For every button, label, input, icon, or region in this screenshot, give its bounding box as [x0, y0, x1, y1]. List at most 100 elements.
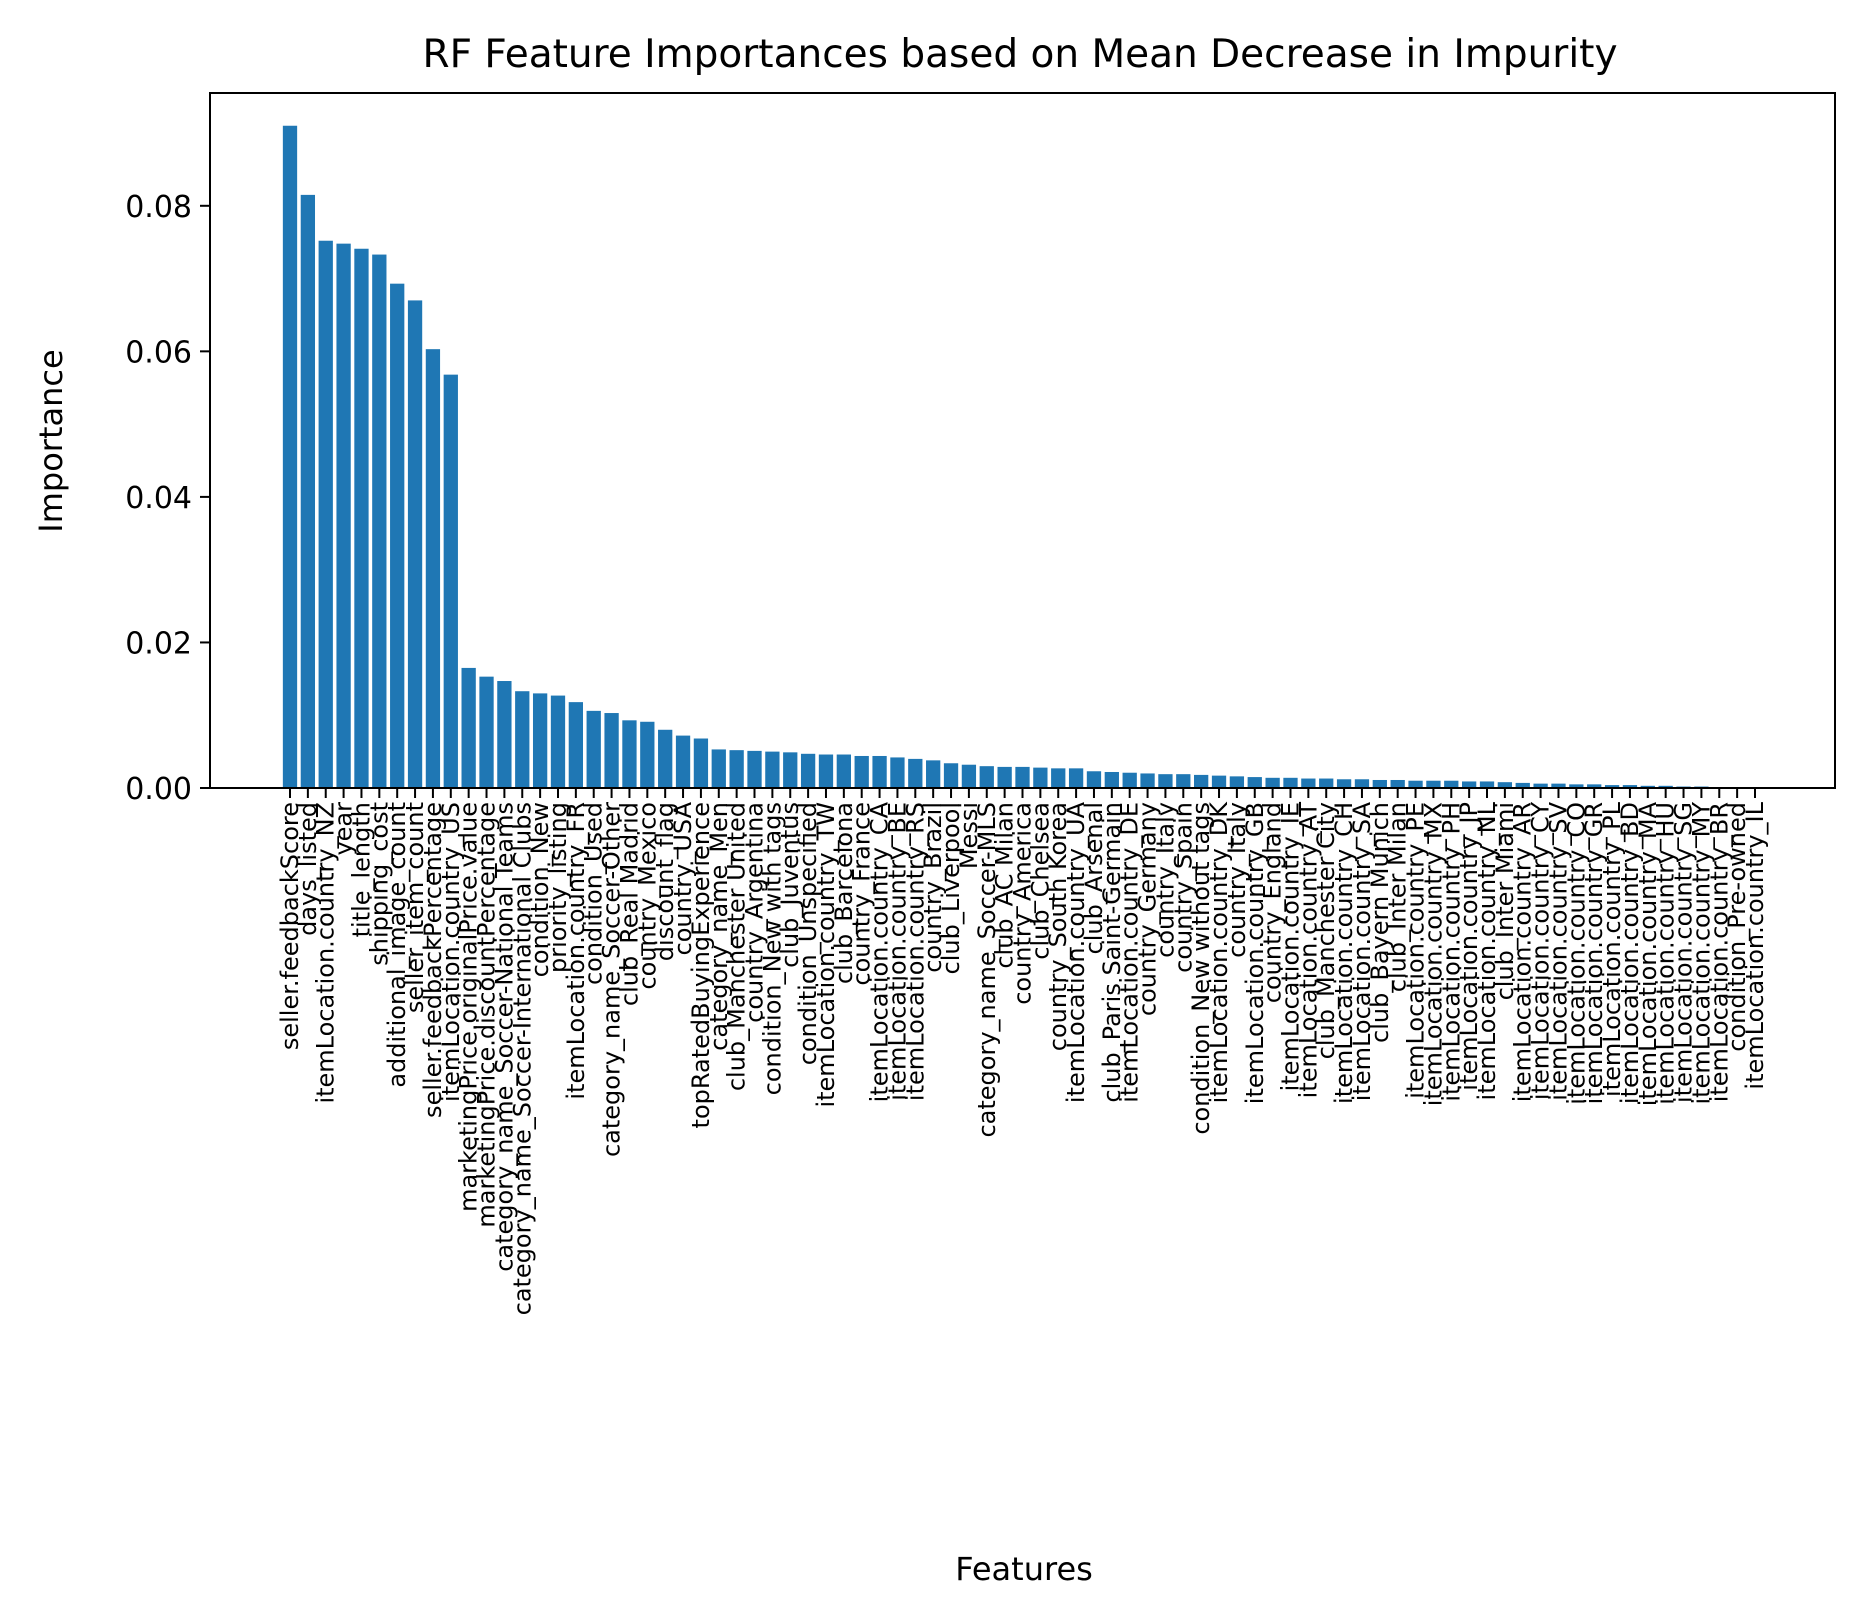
x-tick-label: marketingPrice.originalPrice.value	[455, 802, 483, 1212]
x-tick-label: condition_Unspecified	[794, 802, 822, 1065]
bars-group	[282, 125, 1763, 789]
bar	[979, 766, 994, 788]
x-tick-label: club_AC Milan	[991, 802, 1019, 969]
x-tick-label: itemLocation.country_PL	[1598, 801, 1626, 1097]
y-tick-label: 0.02	[125, 626, 192, 661]
x-tick-label: itemLocation.country_SV	[1544, 801, 1572, 1100]
bar	[425, 349, 441, 788]
bar	[854, 755, 869, 788]
bar	[372, 254, 387, 788]
bar	[1176, 774, 1191, 788]
bar	[1354, 779, 1370, 788]
x-tick-label: category_name_Soccer-International Clubs	[508, 802, 536, 1315]
x-tick-label: marketingPrice.discountPercentage	[473, 802, 501, 1228]
x-tick-label: club_Paris Saint-Germain	[1098, 802, 1126, 1103]
bar	[675, 735, 691, 788]
x-tick-label: itemLocation.country_CA	[866, 801, 894, 1102]
x-tick-label: itemLocation.country_IE	[1276, 802, 1304, 1091]
bar	[1640, 785, 1655, 788]
x-tick-label: country_France	[848, 802, 876, 986]
bar	[783, 752, 798, 788]
bar	[407, 300, 423, 788]
bar	[1211, 775, 1227, 788]
bar	[1336, 779, 1352, 788]
bar	[1426, 780, 1441, 788]
x-tick-label: additional_image_count	[383, 802, 411, 1088]
x-tick-label: itemLocation.country_CO	[1562, 802, 1590, 1105]
bar	[443, 374, 458, 788]
bar	[1068, 768, 1084, 788]
bar	[282, 125, 298, 788]
bar	[872, 755, 887, 788]
bar	[515, 691, 530, 788]
bar	[1104, 771, 1119, 788]
bar	[997, 766, 1012, 788]
bar	[1497, 782, 1513, 788]
x-tick-label: condition_New	[526, 802, 554, 977]
x-tick-label: club_Liverpool	[937, 802, 965, 974]
x-tick-label: year	[330, 802, 358, 856]
x-tick-label: itemLocation.country_AR	[1509, 802, 1537, 1102]
x-tick-label: club_Manchester City	[1312, 802, 1340, 1059]
x-tick-label: itemLocation.country_CY	[1527, 802, 1555, 1100]
x-tick-label: itemLocation.country_MA	[1634, 801, 1662, 1106]
bar	[461, 667, 476, 788]
bar	[336, 243, 351, 788]
y-tick-label: 0.08	[125, 190, 192, 225]
bar	[604, 713, 619, 788]
x-tick-label: itemLocation.country_JP	[1455, 802, 1483, 1091]
x-axis-label: Features	[955, 1550, 1093, 1588]
x-tick-label: itemLocation.country_PH	[1437, 802, 1465, 1102]
bar	[1479, 781, 1495, 788]
x-tick-label: club_Manchester United	[723, 802, 751, 1091]
x-tick-label: condition_New without tags	[1187, 802, 1215, 1135]
bar	[1569, 784, 1584, 788]
bar	[658, 729, 673, 788]
x-tick-label: country_Brazil	[919, 802, 947, 973]
x-tick-label: seller.feedbackScore	[276, 802, 304, 1050]
chart-title: RF Feature Importances based on Mean Dec…	[422, 32, 1617, 77]
bar	[1158, 774, 1173, 788]
bar	[1086, 771, 1102, 788]
x-tick-label: club_Real Madrid	[615, 802, 643, 1006]
x-tick-label: country_Mexico	[633, 802, 661, 990]
bar	[908, 758, 923, 788]
bar	[711, 749, 726, 788]
x-tick-label: country_Italy	[1151, 802, 1179, 958]
x-tick-label: club_Arsenal	[1080, 802, 1108, 954]
bar	[550, 695, 566, 788]
x-tick-label: country_South Korea	[1044, 802, 1072, 1051]
y-tick-label: 0.04	[125, 481, 192, 516]
x-tick-label: club_Barcelona	[830, 802, 858, 984]
x-tick-label: category_name_Men	[705, 802, 733, 1051]
bar	[1587, 784, 1602, 788]
x-tick-label: itemLocation.country_HU	[1652, 802, 1680, 1105]
x-tick-label: priority_listing	[544, 802, 572, 973]
bar	[1051, 768, 1066, 788]
bar	[586, 710, 601, 788]
bar	[568, 702, 583, 788]
x-tick-label: shipping_cost	[365, 802, 393, 966]
x-tick-label: itemLocation.country_CH	[1330, 802, 1358, 1104]
bar	[497, 681, 512, 788]
bar	[836, 754, 851, 788]
bar	[765, 751, 780, 788]
bar	[1015, 766, 1030, 788]
bar	[1122, 772, 1137, 788]
x-tick-label: itemLocation.country_TW	[812, 802, 840, 1108]
bar	[1551, 783, 1566, 788]
bar	[1658, 785, 1673, 788]
x-tick-label: category_name_Soccer-National Teams	[490, 802, 518, 1272]
x-tick-label: club_Chelsea	[1026, 802, 1054, 960]
bar	[390, 283, 405, 788]
x-tick-label: country_America	[1009, 802, 1037, 1005]
bar	[1444, 780, 1459, 788]
bar	[1194, 774, 1209, 788]
x-tick-label: itemLocation.country_MX	[1419, 802, 1447, 1106]
bar	[1390, 779, 1405, 788]
y-tick-label: 0.06	[125, 335, 192, 370]
x-tick-label: itemLocation.country_NL	[1473, 801, 1501, 1100]
x-tick-label: itemLocation.country_DK	[1205, 801, 1233, 1104]
x-tick-label: itemLocation.country_UA	[1062, 801, 1090, 1103]
